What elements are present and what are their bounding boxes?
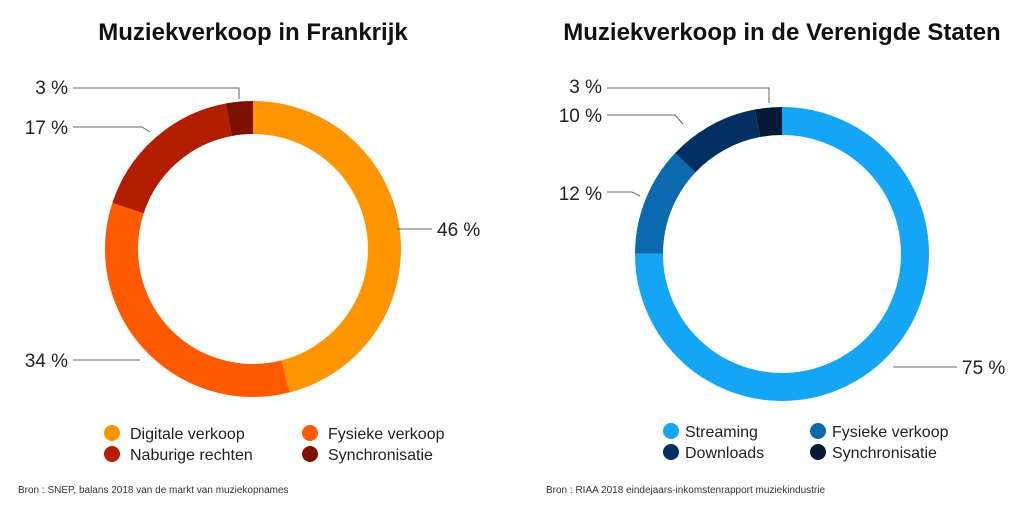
- legend-swatch-synchronisatie: [810, 444, 826, 460]
- legend-item-synchronisatie: Synchronisatie: [810, 444, 937, 462]
- legend-swatch-downloads: [663, 444, 679, 460]
- legend-swatch-streaming: [663, 423, 679, 439]
- legend-item-streaming: Streaming: [663, 423, 758, 441]
- legend-label-streaming: Streaming: [685, 424, 758, 441]
- percent-labels-france: 46 % 34 % 17 % 3 %: [25, 78, 481, 372]
- legend-label-digitale-verkoop: Digitale verkoop: [130, 426, 245, 443]
- legend-label-downloads: Downloads: [685, 445, 764, 462]
- legend-swatch-synchronisatie: [302, 446, 318, 462]
- chart-france: Muziekverkoop in Frankrijk 46 % 34 % 17 % 3…: [18, 19, 480, 496]
- percent-label-fysieke-verkoop: 34 %: [25, 351, 68, 372]
- percent-label-synchronisatie: 3 %: [35, 78, 68, 99]
- donut-france: [105, 101, 401, 397]
- leader-line-downloads: [607, 114, 684, 125]
- leader-line-synchronisatie: [73, 87, 240, 99]
- legend-swatch-fysieke-verkoop: [810, 423, 826, 439]
- source-note-usa: Bron : RIAA 2018 eindejaars-inkomstenrap…: [546, 485, 825, 496]
- chart-title-france: Muziekverkoop in Frankrijk: [98, 19, 408, 46]
- percent-label-naburige-rechten: 17 %: [25, 118, 68, 139]
- leader-line-naburige-rechten: [73, 126, 151, 133]
- slice-synchronisatie: [105, 101, 401, 397]
- percent-label-streaming: 75 %: [962, 358, 1005, 379]
- slice-fysieke-verkoop: [105, 101, 401, 397]
- legend-label-synchronisatie: Synchronisatie: [832, 445, 937, 462]
- legend-item-fysieke-verkoop: Fysieke verkoop: [810, 423, 949, 441]
- legend-item-downloads: Downloads: [663, 444, 764, 462]
- legend-item-synchronisatie: Synchronisatie: [302, 446, 433, 464]
- percent-label-downloads: 10 %: [559, 106, 602, 127]
- percent-label-synchronisatie: 3 %: [569, 77, 602, 98]
- legend-item-fysieke-verkoop: Fysieke verkoop: [302, 425, 445, 443]
- legend-label-naburige-rechten: Naburige rechten: [130, 447, 253, 464]
- legend-item-naburige-rechten: Naburige rechten: [104, 446, 253, 464]
- percent-label-digitale-verkoop: 46 %: [437, 220, 480, 241]
- legend-item-digitale-verkoop: Digitale verkoop: [104, 425, 245, 443]
- donut-usa: [635, 107, 929, 401]
- chart-title-usa: Muziekverkoop in de Verenigde Staten: [563, 19, 1000, 46]
- slice-synchronisatie: [635, 107, 929, 401]
- chart-usa: Muziekverkoop in de Verenigde Staten 75 …: [546, 19, 1005, 496]
- percent-label-fysieke-verkoop: 12 %: [559, 184, 602, 205]
- legend-label-fysieke-verkoop: Fysieke verkoop: [328, 426, 445, 443]
- percent-labels-usa: 75 % 12 % 10 % 3 %: [559, 77, 1006, 379]
- legend-usa: Streaming Fysieke verkoop Downloads Synchro…: [663, 423, 949, 462]
- legend-label-fysieke-verkoop: Fysieke verkoop: [832, 424, 949, 441]
- legend-swatch-digitale-verkoop: [104, 425, 120, 441]
- legend-swatch-fysieke-verkoop: [302, 425, 318, 441]
- leader-line-synchronisatie: [607, 87, 770, 103]
- legend-france: Digitale verkoop Fysieke verkoop Naburige …: [104, 425, 445, 464]
- leader-line-fysieke-verkoop: [607, 191, 641, 197]
- legend-swatch-naburige-rechten: [104, 446, 120, 462]
- source-note-france: Bron : SNEP, balans 2018 van de markt va…: [18, 485, 289, 496]
- legend-label-synchronisatie: Synchronisatie: [328, 447, 433, 464]
